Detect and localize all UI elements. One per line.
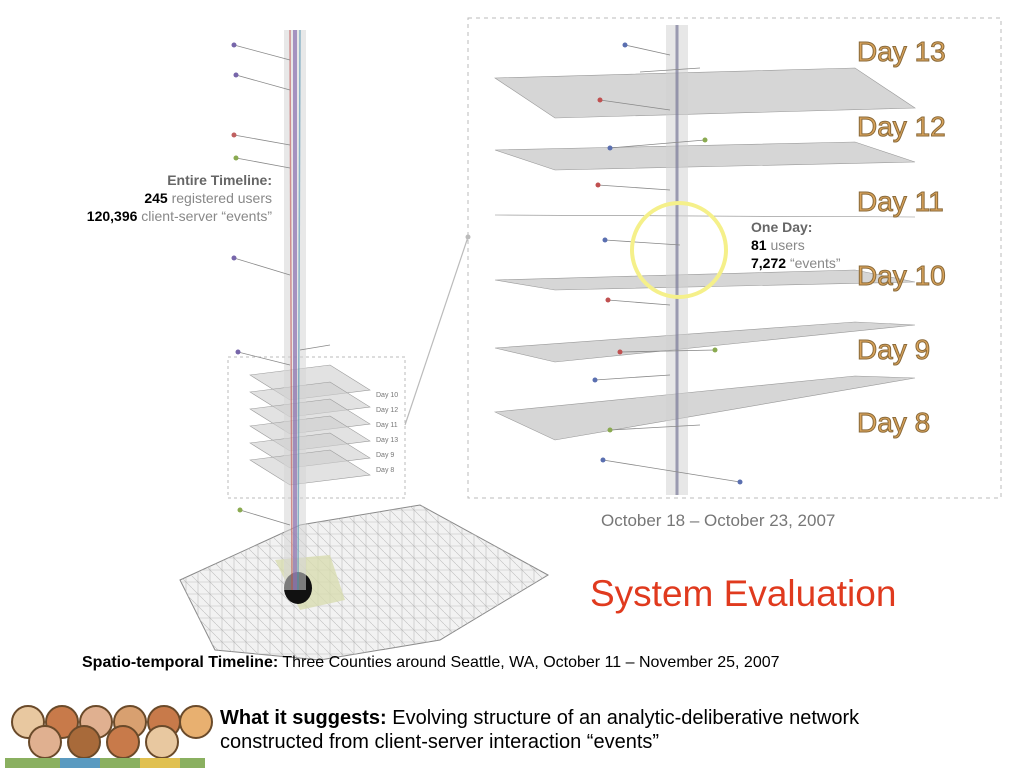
events-label: client-server “events” — [141, 208, 272, 224]
small-day-label: Day 11 — [376, 422, 398, 429]
inset-box — [227, 356, 406, 499]
suggests-line1: Evolving structure of an analytic-delibe… — [392, 707, 860, 729]
users-label: registered users — [171, 190, 272, 206]
suggests-bold: What it suggests: — [220, 707, 387, 729]
zoom-connector — [404, 236, 469, 426]
day-users-count: 81 — [751, 237, 767, 253]
day-label: Day 13 — [857, 36, 947, 68]
small-day-label: Day 10 — [376, 392, 399, 399]
entire-timeline-caption: Entire Timeline: 245 registered users 12… — [32, 171, 272, 225]
day-label: Day 8 — [856, 407, 931, 439]
entire-timeline-heading: Entire Timeline: — [167, 172, 272, 188]
day-label: Day 11 — [857, 186, 945, 218]
small-day-label: Day 12 — [376, 407, 399, 414]
day-label: Day 12 — [857, 111, 947, 143]
map-caption: Spatio-temporal Timeline: Three Counties… — [82, 654, 780, 672]
map-caption-text: Three Counties around Seattle, WA, Octob… — [282, 654, 780, 671]
zoom-box — [467, 17, 1002, 499]
one-day-caption: One Day: 81 users 7,272 “events” — [751, 218, 841, 272]
map-caption-bold: Spatio-temporal Timeline: — [82, 654, 279, 671]
entire-timeline-column — [231, 29, 331, 591]
events-count: 120,396 — [86, 208, 138, 224]
small-day-label: Day 9 — [376, 452, 395, 459]
users-count: 245 — [144, 190, 168, 206]
people-group-icon — [5, 705, 213, 768]
suggests-text: What it suggests: Evolving structure of … — [220, 706, 1010, 754]
day-timeline-column — [592, 25, 743, 495]
day-label: Day 10 — [857, 260, 947, 292]
day-users-label: users — [770, 237, 805, 253]
small-planes — [249, 364, 371, 486]
suggests-line2: constructed from client-server interacti… — [220, 731, 660, 753]
seattle-map — [179, 504, 550, 661]
day-events-label: “events” — [789, 255, 841, 271]
small-day-label: Day 8 — [376, 467, 395, 474]
day-label: Day 9 — [856, 334, 931, 366]
day-planes — [493, 67, 916, 441]
one-day-heading: One Day: — [751, 219, 813, 235]
day-events-count: 7,272 — [751, 255, 787, 271]
page-title: System Evaluation — [590, 573, 897, 614]
small-day-label: Day 13 — [376, 437, 399, 444]
date-range: October 18 – October 23, 2007 — [601, 511, 836, 530]
highlight-circle — [630, 201, 728, 299]
